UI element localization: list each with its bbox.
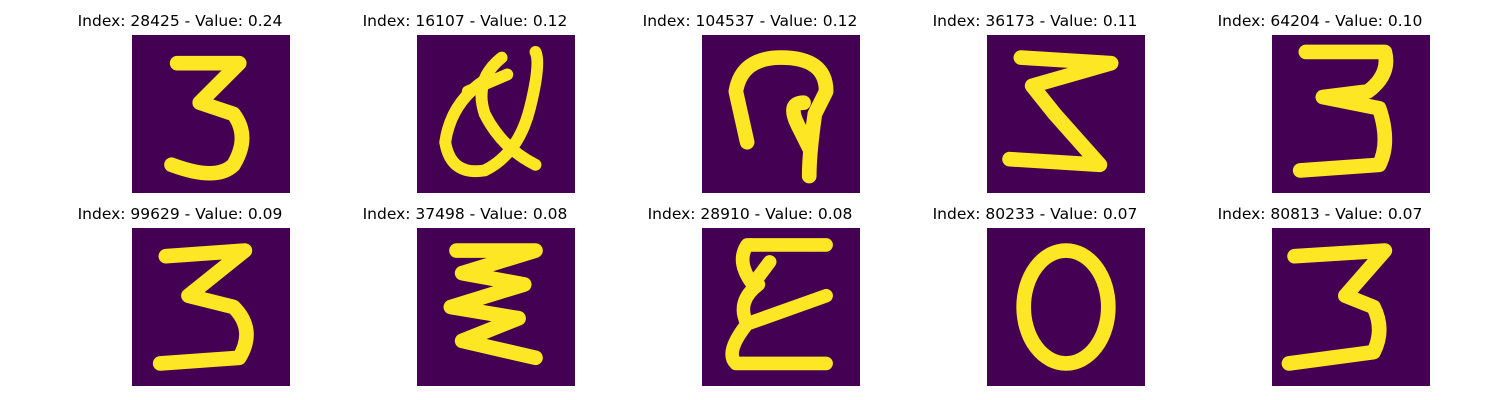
digit-image	[987, 35, 1145, 193]
digit-image	[702, 35, 860, 193]
digit-image	[132, 35, 290, 193]
panel: Index: 99629 - Value: 0.09	[30, 193, 330, 386]
digit-image	[702, 228, 860, 386]
panel-title: Index: 16107 - Value: 0.12	[362, 12, 568, 30]
panel: Index: 80813 - Value: 0.07	[1170, 193, 1470, 386]
digit-image	[987, 228, 1145, 386]
panel-title: Index: 80813 - Value: 0.07	[1217, 205, 1423, 223]
panel: Index: 80233 - Value: 0.07	[885, 193, 1185, 386]
panel: Index: 104537 - Value: 0.12	[600, 0, 900, 193]
panel-title: Index: 37498 - Value: 0.08	[362, 205, 568, 223]
panel-title: Index: 104537 - Value: 0.12	[642, 12, 858, 30]
digit-image	[417, 228, 575, 386]
digit-image	[1272, 228, 1430, 386]
panel-title: Index: 64204 - Value: 0.10	[1217, 12, 1423, 30]
digit-image	[417, 35, 575, 193]
panel: Index: 16107 - Value: 0.12	[315, 0, 615, 193]
panel-title: Index: 36173 - Value: 0.11	[932, 12, 1138, 30]
panel-title: Index: 80233 - Value: 0.07	[932, 205, 1138, 223]
digit-image	[1272, 35, 1430, 193]
digit-image	[132, 228, 290, 386]
panel-title: Index: 28910 - Value: 0.08	[647, 205, 853, 223]
panel: Index: 37498 - Value: 0.08	[315, 193, 615, 386]
panel: Index: 36173 - Value: 0.11	[885, 0, 1185, 193]
panel-title: Index: 28425 - Value: 0.24	[77, 12, 283, 30]
panel: Index: 28425 - Value: 0.24	[30, 0, 330, 193]
panel: Index: 64204 - Value: 0.10	[1170, 0, 1470, 193]
panel-title: Index: 99629 - Value: 0.09	[77, 205, 283, 223]
panel: Index: 28910 - Value: 0.08	[600, 193, 900, 386]
